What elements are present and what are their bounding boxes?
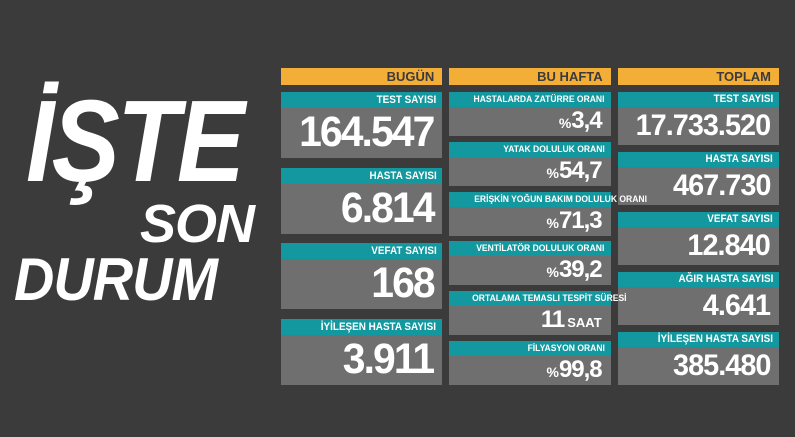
unit-saat: SAAT [567,315,602,331]
stat-label-text: HASTA SAYISI [369,169,437,182]
card-list-toplam: TEST SAYISI 17.733.520 HASTA SAYISI 467.… [617,92,779,385]
stat-value: 4.641 [617,287,779,325]
stat-card-vefat-sayisi-bugun: VEFAT SAYISI 168 [281,243,443,310]
title-line-durum: DURUM [14,246,218,313]
stat-card-agir-hasta-sayisi-toplam: AĞIR HASTA SAYISI 4.641 [617,272,779,325]
stat-card-temasli-tespit-suresi: ORTALAMA TEMASLI TESPİT SÜRESİ 11 SAAT [449,291,627,336]
stat-label: ERİŞKİN YOĞUN BAKIM DOLULUK ORANI [449,191,647,207]
stat-value: %54,7 [449,156,611,186]
stat-value: %99,8 [449,355,611,385]
stat-value: %39,2 [449,256,611,286]
column-header-label: BU HAFTA [537,69,603,84]
stat-value-text: 12.840 [687,229,771,262]
stat-value-text: 3.911 [342,334,435,383]
stats-board: BUGÜN TEST SAYISI 164.547 HASTA SAYISI 6… [281,68,779,385]
stat-card-iyilesen-hasta-sayisi-bugun: İYİLEŞEN HASTA SAYISI 3.911 [281,318,443,385]
stat-card-hasta-sayisi-toplam: HASTA SAYISI 467.730 [617,152,779,205]
stat-value-text: 71,3 [558,206,603,234]
column-header-label: TOPLAM [716,69,771,84]
stat-card-hasta-sayisi-bugun: HASTA SAYISI 6.814 [281,167,443,234]
stat-label-text: ORTALAMA TEMASLI TESPİT SÜRESİ [472,293,627,305]
stat-card-test-sayisi-bugun: TEST SAYISI 164.547 [281,92,443,158]
stat-value: 164.547 [281,108,443,158]
title-line-iste: İŞTE [26,76,245,206]
stat-value: %3,4 [449,107,611,136]
stat-label: VEFAT SAYISI [281,243,443,260]
stat-card-yatak-doluluk-orani: YATAK DOLULUK ORANI %54,7 [449,141,611,186]
stat-label: İYİLEŞEN HASTA SAYISI [617,332,779,347]
stat-label: ORTALAMA TEMASLI TESPİT SÜRESİ [449,291,627,307]
percent-sign: % [546,164,559,181]
stat-label: AĞIR HASTA SAYISI [617,272,779,287]
stat-label-text: İYİLEŞEN HASTA SAYISI [321,320,437,333]
percent-sign: % [558,115,572,131]
stat-label-text: YATAK DOLULUK ORANI [503,143,605,155]
stat-label: HASTA SAYISI [281,167,443,184]
stat-label: FİLYASYON ORANI [449,340,611,356]
stat-label-text: TEST SAYISI [376,94,437,106]
stat-card-ventilator-doluluk-orani: VENTİLATÖR DOLULUK ORANI %39,2 [449,241,611,286]
column-header-bu-hafta: BU HAFTA [449,68,611,85]
column-bugun: BUGÜN TEST SAYISI 164.547 HASTA SAYISI 6… [281,68,443,385]
stat-label-text: ERİŞKİN YOĞUN BAKIM DOLULUK ORANI [474,193,648,205]
stat-value-text: 54,7 [558,156,603,184]
stat-label: HASTA SAYISI [617,152,779,167]
title-line-son: SON [139,194,255,254]
stat-value: 11 SAAT [449,306,611,336]
stat-label: YATAK DOLULUK ORANI [449,141,611,157]
stat-value-text: 3,4 [571,107,602,134]
stat-card-zaturre-orani: HASTALARDA ZATÜRRE ORANI %3,4 [449,92,611,136]
stat-label-text: İYİLEŞEN HASTA SAYISI [657,333,773,345]
stat-label: TEST SAYISI [617,92,779,107]
stat-label-text: HASTALARDA ZATÜRRE ORANI [473,94,605,105]
stat-value-text: 467.730 [672,169,771,202]
stat-value-text: 99,8 [558,355,603,383]
stat-value-text: 17.733.520 [635,109,771,142]
stat-label-text: VEFAT SAYISI [370,245,437,258]
stat-card-filyasyon-orani: FİLYASYON ORANI %99,8 [449,340,611,385]
stat-value: 168 [281,259,443,310]
stat-value: 385.480 [617,347,779,385]
column-toplam: TOPLAM TEST SAYISI 17.733.520 HASTA SAYI… [617,68,779,385]
stat-label: VEFAT SAYISI [617,212,779,227]
stat-value-text: 39,2 [558,256,603,284]
stat-value: 12.840 [617,227,779,265]
stat-value-text: 4.641 [702,289,771,322]
stat-value-text: 11 [540,306,565,334]
stat-label-text: TEST SAYISI [713,93,773,105]
stat-value: 6.814 [281,183,443,234]
stat-card-yogun-bakim-doluluk-orani: ERİŞKİN YOĞUN BAKIM DOLULUK ORANI %71,3 [449,191,647,236]
stat-label: TEST SAYISI [281,92,443,108]
stat-value: 467.730 [617,167,779,205]
stat-value-text: 164.547 [298,108,435,156]
stat-label: İYİLEŞEN HASTA SAYISI [281,318,443,335]
stat-card-vefat-sayisi-toplam: VEFAT SAYISI 12.840 [617,212,779,265]
stat-label-text: FİLYASYON ORANI [527,342,605,354]
percent-sign: % [546,264,559,281]
stat-value: 3.911 [281,334,443,385]
stat-value-text: 385.480 [672,349,771,382]
stat-label: VENTİLATÖR DOLULUK ORANI [449,241,611,257]
stat-value: %71,3 [449,206,611,236]
stat-label-text: AĞIR HASTA SAYISI [678,273,773,285]
column-header-label: BUGÜN [386,69,435,84]
stat-label: HASTALARDA ZATÜRRE ORANI [449,92,611,107]
stat-label-text: VEFAT SAYISI [707,213,773,225]
page-title: İŞTE SON DURUM [14,76,262,313]
percent-sign: % [546,214,559,231]
card-list-bu-hafta: HASTALARDA ZATÜRRE ORANI %3,4 YATAK DOLU… [449,92,647,385]
stat-value-text: 168 [370,259,435,308]
stat-card-test-sayisi-toplam: TEST SAYISI 17.733.520 [617,92,779,145]
stat-card-iyilesen-hasta-sayisi-toplam: İYİLEŞEN HASTA SAYISI 385.480 [617,332,779,385]
column-header-bugun: BUGÜN [281,68,443,85]
card-list-bugun: TEST SAYISI 164.547 HASTA SAYISI 6.814 V… [281,92,443,385]
column-header-toplam: TOPLAM [617,68,779,85]
stat-value: 17.733.520 [617,107,779,145]
stat-value-text: 6.814 [340,183,436,232]
column-bu-hafta: BU HAFTA HASTALARDA ZATÜRRE ORANI %3,4 Y… [449,68,647,385]
stat-label-text: HASTA SAYISI [705,153,773,165]
stat-label-text: VENTİLATÖR DOLULUK ORANI [476,243,605,255]
percent-sign: % [546,363,559,380]
